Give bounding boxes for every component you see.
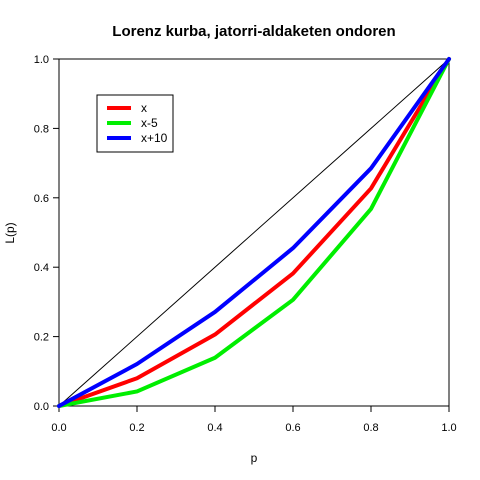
equality-line xyxy=(58,58,450,407)
y-tick-label: 0.6 xyxy=(34,193,49,205)
y-axis-label: L(p) xyxy=(3,222,17,243)
x-tick-label: 0.8 xyxy=(363,422,378,434)
y-tick-label: 1.0 xyxy=(34,54,49,66)
series-line-2 xyxy=(57,57,451,408)
y-tick-label: 0.2 xyxy=(34,332,49,344)
series-line-0 xyxy=(57,57,451,408)
y-tick-label: 0.0 xyxy=(34,401,49,413)
chart-title: Lorenz kurba, jatorri-aldaketen ondoren xyxy=(112,23,395,40)
plot-frame xyxy=(58,58,450,407)
series-line-1 xyxy=(57,57,451,408)
y-tick-label: 0.4 xyxy=(34,262,49,274)
x-tick-label: 0.4 xyxy=(207,422,222,434)
series-lines xyxy=(57,57,451,408)
x-tick-label: 1.0 xyxy=(441,422,456,434)
x-tick-label: 0.2 xyxy=(129,422,144,434)
y-tick-label: 0.8 xyxy=(34,123,49,135)
y-axis: 0.0 0.2 0.4 0.6 0.8 1.0 xyxy=(34,54,59,413)
x-tick-label: 0.6 xyxy=(285,422,300,434)
legend-label-1: x-5 xyxy=(141,116,158,130)
x-axis-label: p xyxy=(251,451,258,465)
x-axis: 0.0 0.2 0.4 0.6 0.8 1.0 xyxy=(51,406,457,434)
legend-label-0: x xyxy=(141,101,147,115)
legend: xx-5x+10 xyxy=(96,94,174,153)
x-tick-label: 0.0 xyxy=(51,422,66,434)
legend-label-2: x+10 xyxy=(141,131,168,145)
